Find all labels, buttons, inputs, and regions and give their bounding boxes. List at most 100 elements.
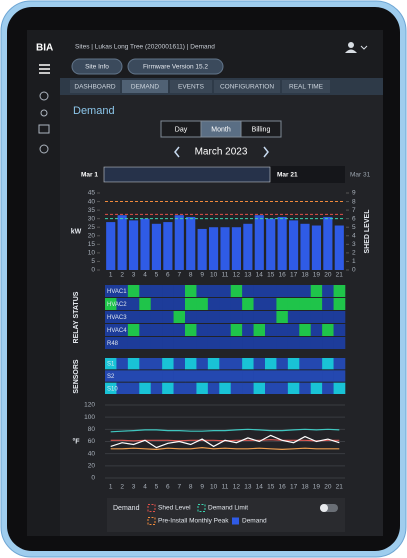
tab[interactable] bbox=[170, 80, 212, 93]
heat-cell bbox=[333, 337, 346, 349]
heat-cell bbox=[322, 298, 334, 310]
y2-tick-label: 4 bbox=[352, 232, 356, 239]
period-nav[interactable] bbox=[174, 146, 269, 158]
x-tick-label: 10 bbox=[210, 484, 218, 491]
y-tick-label: 60 bbox=[88, 438, 96, 445]
tab-label[interactable]: EVENTS bbox=[178, 84, 205, 91]
heat-cell bbox=[299, 324, 312, 336]
view-option-label[interactable]: Billing bbox=[252, 126, 271, 133]
heat-cell bbox=[105, 298, 117, 310]
heat-cell bbox=[139, 285, 152, 297]
x-tick-label: 13 bbox=[244, 272, 252, 279]
heat-cell bbox=[287, 337, 300, 349]
heat-cell bbox=[173, 298, 186, 310]
pill-button-label[interactable]: Firmware Version 15.2 bbox=[143, 64, 208, 71]
sidebar-icons[interactable] bbox=[38, 91, 50, 154]
pill-button-label[interactable]: Site Info bbox=[85, 64, 109, 71]
heat-cell bbox=[127, 382, 140, 394]
heat-cell bbox=[127, 358, 140, 370]
heat-cell bbox=[150, 337, 163, 349]
heat-cell bbox=[230, 298, 243, 310]
legend-box bbox=[107, 498, 345, 532]
heat-cell bbox=[276, 298, 289, 310]
tab[interactable] bbox=[214, 80, 280, 93]
user-menu[interactable] bbox=[345, 42, 368, 53]
line-series bbox=[110, 434, 340, 449]
heat-cell bbox=[207, 324, 220, 336]
view-option[interactable] bbox=[240, 120, 282, 138]
heat-cell bbox=[173, 358, 186, 370]
tab-label[interactable]: REAL TIME bbox=[289, 84, 324, 91]
view-option-label[interactable]: Day bbox=[175, 126, 188, 133]
breadcrumb[interactable]: Sites | Lukas Long Tree (2020001611) | D… bbox=[75, 44, 215, 51]
heat-cell bbox=[276, 324, 289, 336]
heat-cell bbox=[185, 370, 197, 382]
y2-tick-label: 2 bbox=[352, 250, 356, 257]
y-tick-label: 35 bbox=[88, 207, 96, 214]
range-end: Mar 31 bbox=[350, 172, 371, 179]
heat-cell bbox=[242, 370, 254, 382]
heat-cell bbox=[139, 298, 152, 310]
view-option-label[interactable]: Month bbox=[211, 126, 231, 133]
y-tick-label: 5 bbox=[91, 258, 95, 265]
row-label: HVAC1 bbox=[107, 289, 127, 295]
y-axis-label: SENSORS bbox=[73, 359, 80, 394]
legend-toggle-knob[interactable] bbox=[320, 504, 328, 512]
heat-cell bbox=[139, 324, 152, 336]
heat-cell bbox=[322, 311, 334, 323]
heat-cell bbox=[287, 382, 300, 394]
heat-cell bbox=[162, 311, 174, 323]
pill-button[interactable] bbox=[127, 58, 224, 75]
heat-cell bbox=[105, 311, 117, 323]
x-tick-label: 5 bbox=[155, 272, 159, 279]
y-tick-label: 25 bbox=[88, 224, 96, 231]
heat-cell bbox=[105, 324, 117, 336]
legend-swatch bbox=[232, 517, 239, 525]
heat-cell bbox=[310, 358, 323, 370]
heat-cell bbox=[322, 285, 334, 297]
y-axis-label: °F bbox=[72, 437, 80, 445]
heat-cell bbox=[287, 285, 300, 297]
bar bbox=[243, 223, 253, 270]
y2-tick-label: 1 bbox=[352, 258, 356, 265]
bar bbox=[106, 222, 116, 270]
heat-cell bbox=[139, 358, 152, 370]
menu-icon[interactable] bbox=[39, 64, 50, 74]
heat-cell bbox=[162, 382, 174, 394]
heat-cell bbox=[310, 337, 323, 349]
heat-cell bbox=[196, 324, 209, 336]
tab[interactable] bbox=[282, 80, 330, 93]
tab[interactable] bbox=[70, 80, 120, 93]
logo: BIA bbox=[36, 43, 53, 54]
heat-cell bbox=[265, 382, 277, 394]
x-tick-label: 12 bbox=[233, 272, 241, 279]
range-selection[interactable] bbox=[103, 166, 271, 183]
tab-label[interactable]: CONFIGURATION bbox=[220, 84, 274, 91]
heat-cell bbox=[333, 311, 346, 323]
bar bbox=[277, 216, 287, 270]
tab-label[interactable]: DASHBOARD bbox=[74, 84, 115, 91]
x-tick-label: 1 bbox=[109, 272, 113, 279]
heat-cell bbox=[333, 370, 346, 382]
heat-cell bbox=[333, 358, 346, 370]
heat-cell bbox=[207, 285, 220, 297]
heat-cell bbox=[310, 311, 323, 323]
x-tick-label: 6 bbox=[166, 484, 170, 491]
range-start: Mar 1 bbox=[81, 172, 98, 179]
heat-cell bbox=[230, 324, 243, 336]
heat-cell bbox=[253, 285, 266, 297]
legend-label: Demand bbox=[242, 518, 267, 525]
y2-tick-label: 8 bbox=[352, 198, 356, 205]
heat-cell bbox=[150, 298, 163, 310]
y-tick-label: 20 bbox=[88, 463, 96, 470]
heat-cell bbox=[173, 311, 186, 323]
bar bbox=[117, 215, 127, 270]
legend-title: Demand bbox=[113, 505, 140, 512]
tab[interactable] bbox=[122, 80, 168, 93]
tab-label[interactable]: DEMAND bbox=[131, 84, 159, 91]
heat-cell bbox=[310, 382, 323, 394]
heat-cell bbox=[150, 358, 163, 370]
x-tick-label: 4 bbox=[143, 272, 147, 279]
x-tick-label: 10 bbox=[210, 272, 218, 279]
pill-button[interactable] bbox=[71, 58, 123, 75]
